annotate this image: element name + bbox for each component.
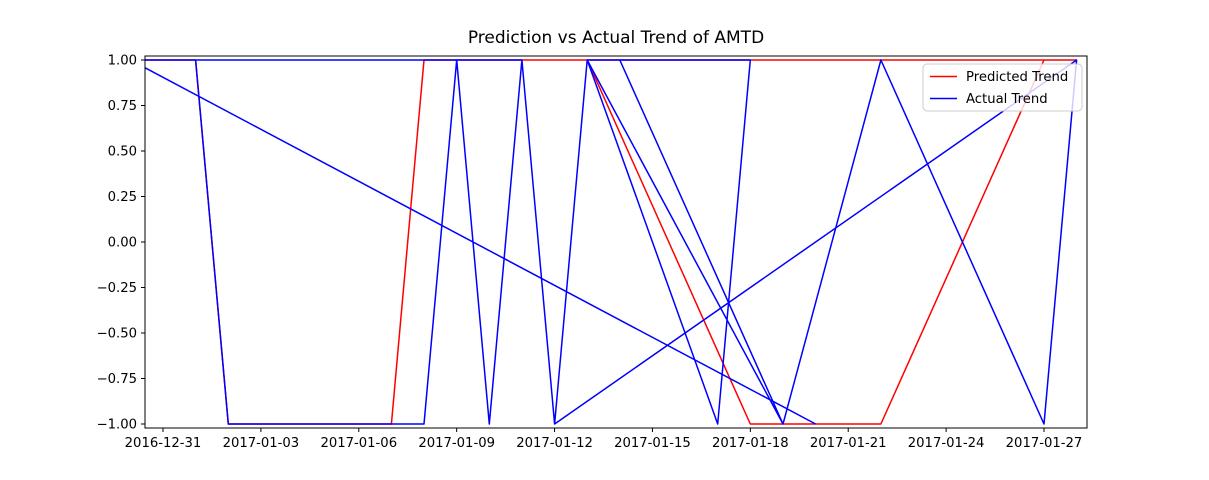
axes-spines (144, 55, 1088, 429)
y-tick-label: 1.00 (108, 54, 137, 69)
x-tick-label: 2016-12-31 (125, 436, 202, 451)
y-tick-label: −0.50 (97, 327, 137, 342)
y-tick-label: −1.00 (97, 418, 137, 433)
x-tick-label: 2017-01-15 (614, 436, 691, 451)
x-tick-label: 2017-01-27 (1006, 436, 1083, 451)
legend-label: Actual Trend (966, 92, 1048, 107)
y-tick-label: 0.25 (108, 190, 137, 205)
y-tick-label: −0.75 (97, 372, 137, 387)
y-tick-label: −0.25 (97, 281, 137, 296)
x-tick-label: 2017-01-21 (810, 436, 887, 451)
y-tick-label: 0.75 (108, 99, 137, 114)
predicted-trend-line (145, 59, 1077, 425)
x-tick-label: 2017-01-06 (320, 436, 397, 451)
actual-trend-line (145, 59, 1078, 425)
x-tick-label: 2017-01-09 (418, 436, 495, 451)
x-tick-label: 2017-01-12 (516, 436, 593, 451)
x-tick-label: 2017-01-03 (223, 436, 300, 451)
chart-title: Prediction vs Actual Trend of AMTD (467, 28, 765, 48)
legend-box (922, 63, 1083, 112)
y-tick-label: 0.00 (108, 236, 137, 251)
x-tick-label: 2017-01-18 (712, 436, 789, 451)
x-tick-label: 2017-01-24 (908, 436, 985, 451)
y-tick-label: 0.50 (108, 145, 137, 160)
legend-label: Predicted Trend (966, 70, 1068, 85)
